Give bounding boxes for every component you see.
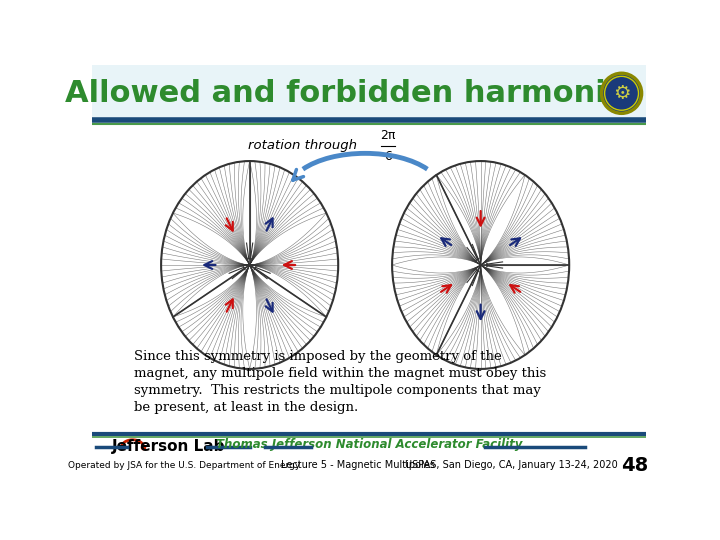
- Text: ⚙: ⚙: [613, 84, 630, 103]
- Text: rotation through: rotation through: [248, 139, 361, 152]
- Text: 48: 48: [621, 456, 648, 475]
- Text: USPAS, San Diego, CA, January 13-24, 2020: USPAS, San Diego, CA, January 13-24, 202…: [405, 460, 618, 470]
- Text: magnet, any multipole field within the magnet must obey this: magnet, any multipole field within the m…: [134, 367, 546, 380]
- Text: Allowed and forbidden harmonics: Allowed and forbidden harmonics: [65, 79, 642, 108]
- Ellipse shape: [392, 161, 570, 369]
- Bar: [92, 434, 647, 481]
- Text: symmetry.  This restricts the multipole components that may: symmetry. This restricts the multipole c…: [134, 383, 541, 396]
- Circle shape: [601, 73, 642, 113]
- Bar: [92, 65, 647, 120]
- Text: Since this symmetry is imposed by the geometry of the: Since this symmetry is imposed by the ge…: [134, 350, 502, 363]
- Text: be present, at least in the design.: be present, at least in the design.: [134, 401, 359, 414]
- Text: Lecture 5 - Magnetic Multipoles: Lecture 5 - Magnetic Multipoles: [281, 460, 434, 470]
- Ellipse shape: [161, 161, 338, 369]
- Text: Thomas Jefferson National Accelerator Facility: Thomas Jefferson National Accelerator Fa…: [216, 438, 522, 451]
- Text: 2π: 2π: [381, 129, 396, 142]
- Text: Operated by JSA for the U.S. Department of Energy: Operated by JSA for the U.S. Department …: [68, 461, 300, 470]
- Text: Jefferson Lab: Jefferson Lab: [112, 439, 225, 454]
- Text: 6: 6: [384, 150, 392, 163]
